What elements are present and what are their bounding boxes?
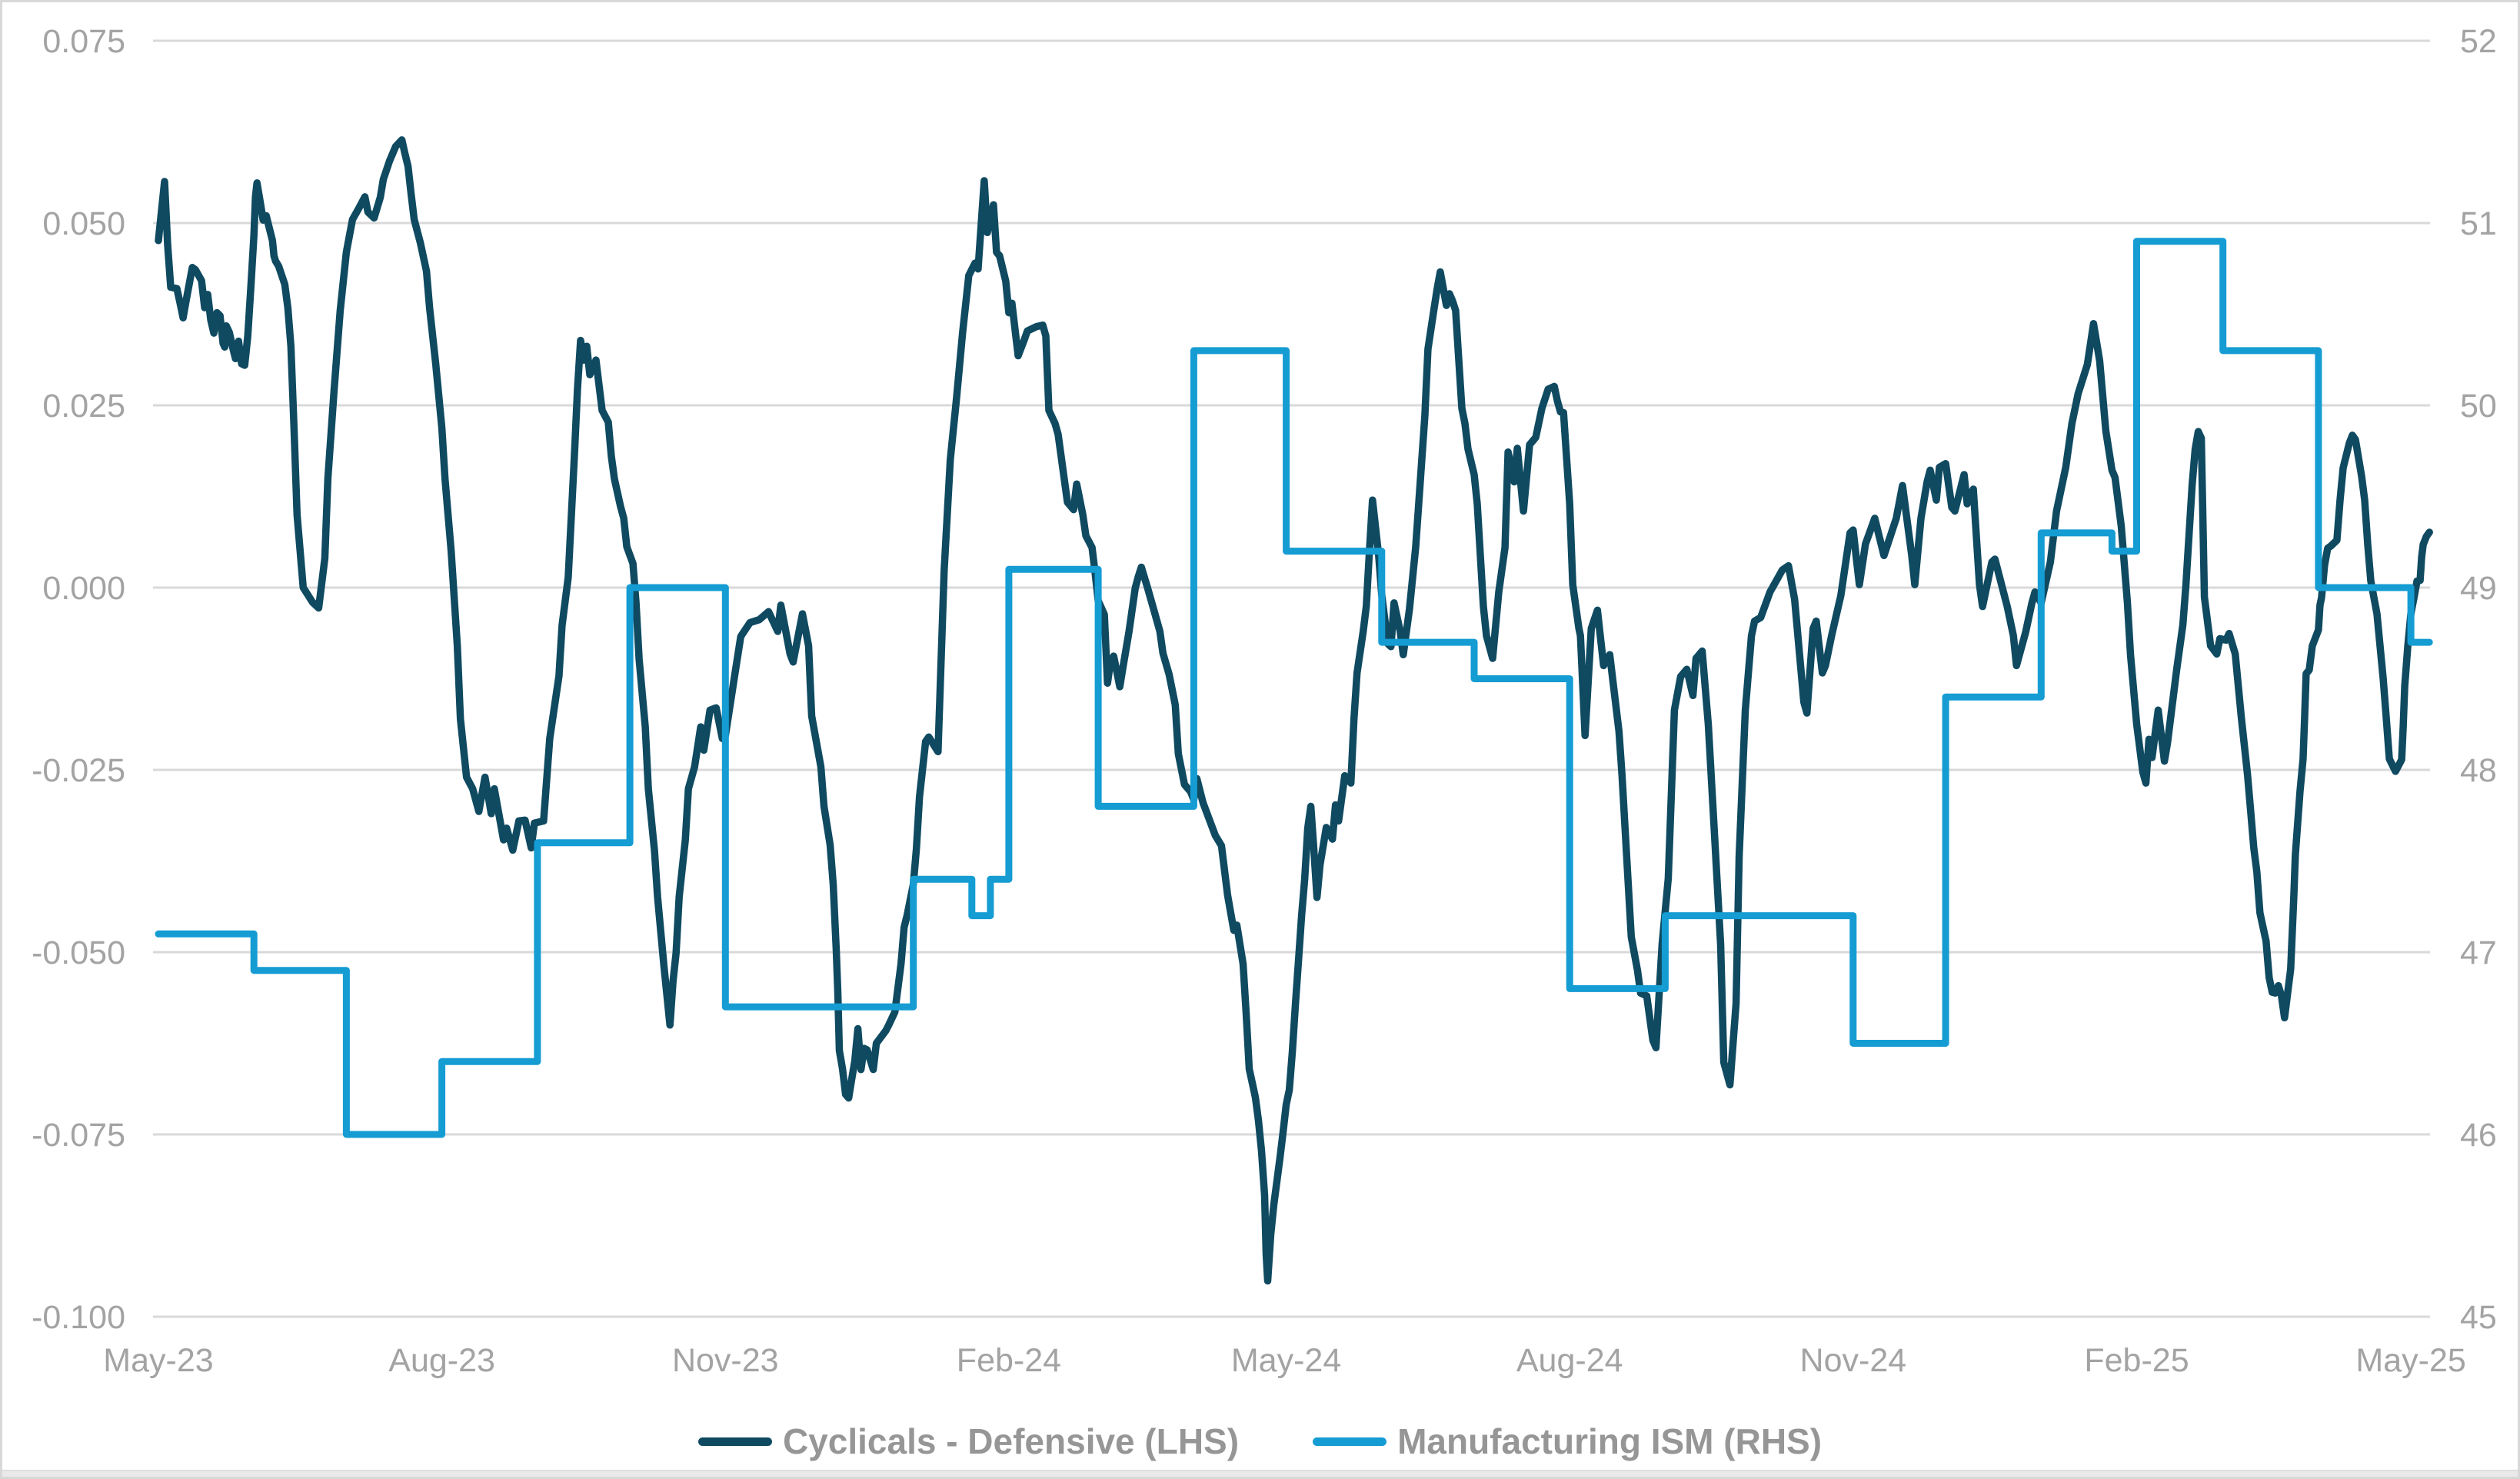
window-bottom-edge bbox=[2, 1470, 2518, 1477]
svg-text:0.050: 0.050 bbox=[42, 205, 125, 242]
svg-text:46: 46 bbox=[2460, 1117, 2497, 1154]
svg-text:-0.075: -0.075 bbox=[32, 1117, 125, 1154]
svg-text:45: 45 bbox=[2460, 1299, 2497, 1336]
svg-text:50: 50 bbox=[2460, 388, 2497, 425]
svg-text:Aug-23: Aug-23 bbox=[388, 1342, 495, 1379]
legend-item-ism: Manufacturing ISM (RHS) bbox=[1313, 1421, 1822, 1462]
svg-text:Feb-25: Feb-25 bbox=[2084, 1342, 2189, 1379]
legend-label-ism: Manufacturing ISM (RHS) bbox=[1397, 1421, 1823, 1461]
svg-text:47: 47 bbox=[2460, 934, 2497, 971]
svg-text:-0.025: -0.025 bbox=[32, 752, 125, 789]
svg-text:48: 48 bbox=[2460, 752, 2497, 789]
legend: Cyclicals - Defensive (LHS) Manufacturin… bbox=[2, 1421, 2518, 1462]
svg-text:-0.100: -0.100 bbox=[32, 1299, 125, 1336]
svg-text:Feb-24: Feb-24 bbox=[957, 1342, 1061, 1379]
svg-text:May-23: May-23 bbox=[103, 1342, 213, 1379]
svg-text:May-24: May-24 bbox=[1231, 1342, 1341, 1379]
svg-text:May-25: May-25 bbox=[2355, 1342, 2465, 1379]
legend-label-cyclicals: Cyclicals - Defensive (LHS) bbox=[782, 1421, 1240, 1461]
svg-text:-0.050: -0.050 bbox=[32, 934, 125, 971]
svg-text:49: 49 bbox=[2460, 570, 2497, 607]
legend-item-cyclicals: Cyclicals - Defensive (LHS) bbox=[697, 1421, 1240, 1462]
svg-text:Nov-23: Nov-23 bbox=[672, 1342, 779, 1379]
svg-text:51: 51 bbox=[2460, 205, 2497, 242]
svg-text:0.075: 0.075 bbox=[42, 23, 125, 60]
svg-text:52: 52 bbox=[2460, 23, 2497, 60]
svg-text:0.025: 0.025 bbox=[42, 388, 125, 425]
legend-swatch-ism-icon bbox=[1313, 1437, 1387, 1446]
svg-text:Aug-24: Aug-24 bbox=[1516, 1342, 1623, 1379]
legend-swatch-cyclicals-icon bbox=[697, 1437, 772, 1446]
svg-text:0.000: 0.000 bbox=[42, 570, 125, 607]
svg-text:Nov-24: Nov-24 bbox=[1800, 1342, 1907, 1379]
